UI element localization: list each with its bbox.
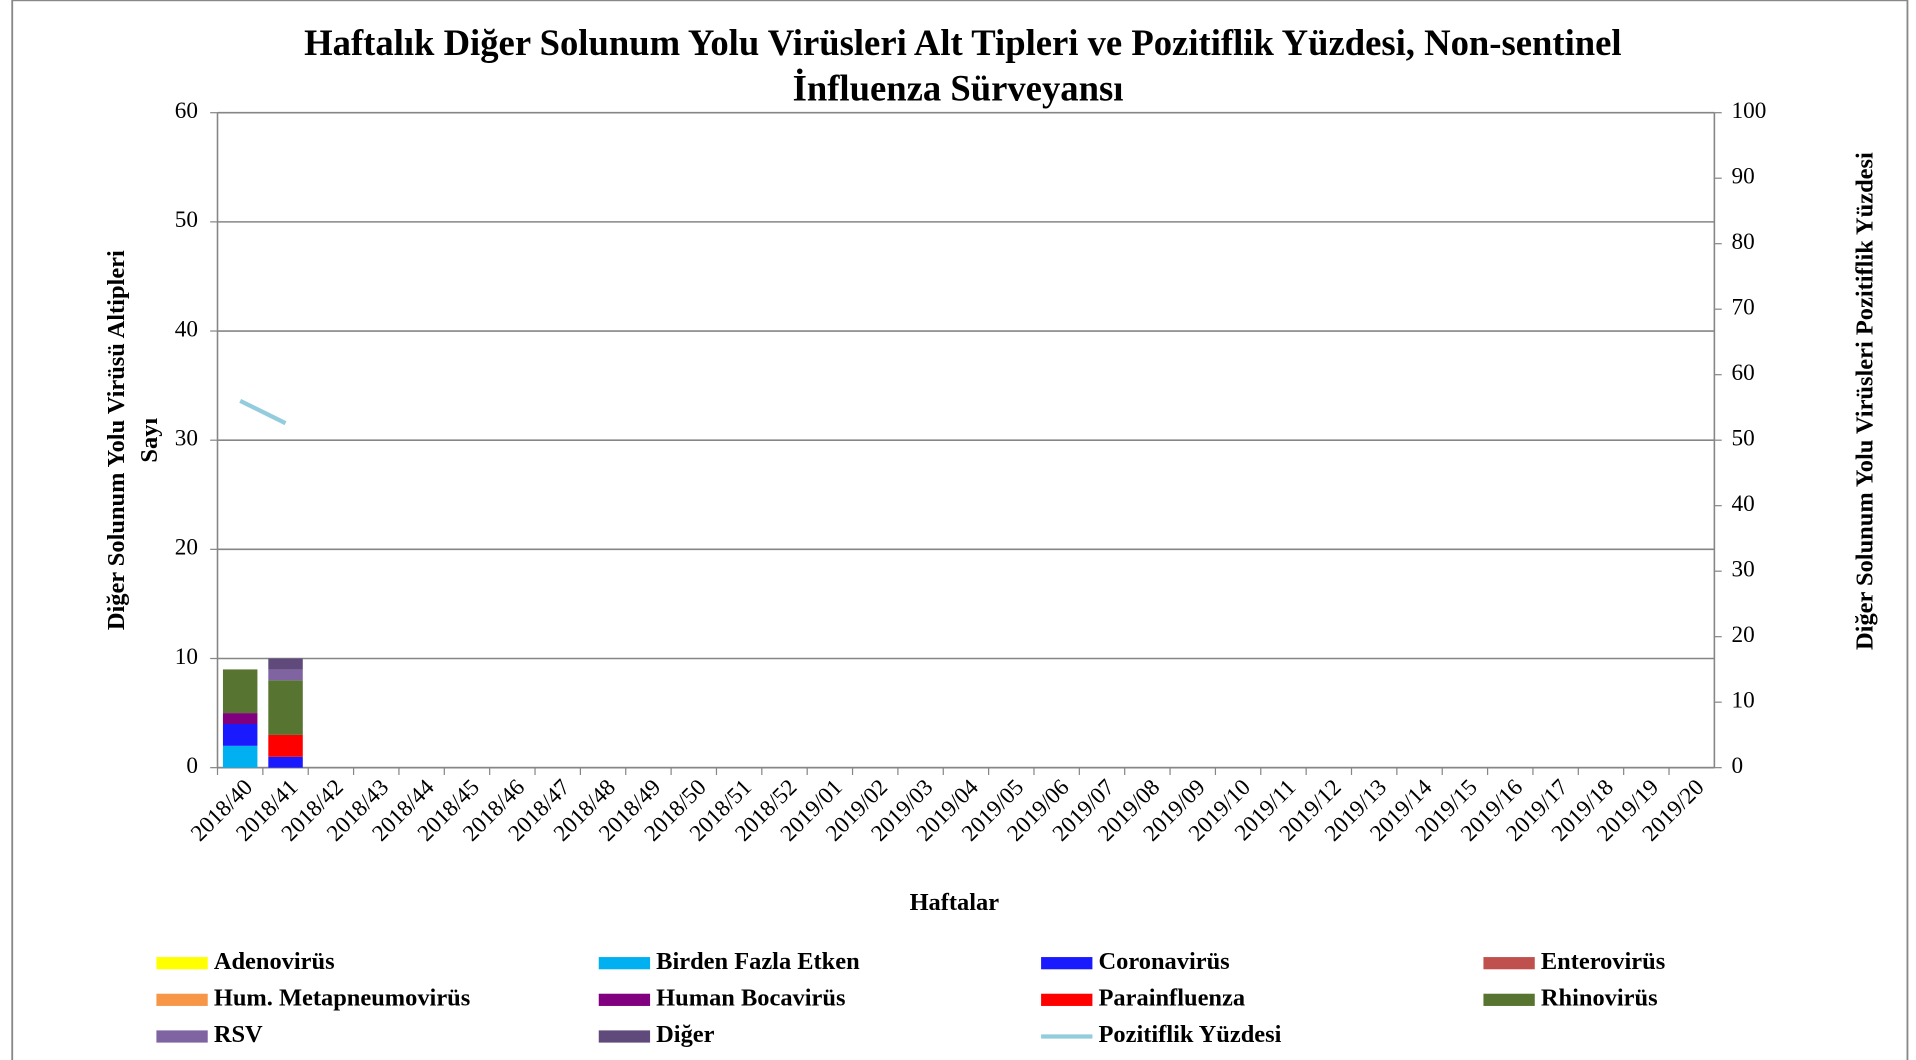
y2-tick-label: 10	[1731, 687, 1754, 713]
y2-tick-label: 40	[1731, 491, 1754, 517]
legend-swatch	[156, 993, 208, 1006]
bar-segment	[268, 756, 303, 768]
bar-segment	[268, 658, 303, 670]
bar-segment	[222, 724, 258, 746]
chart-title: Haftalık Diğer Solunum Yolu Virüsleri Al…	[304, 22, 1621, 63]
y-tick-label: 0	[186, 753, 198, 779]
y2-tick-label: 90	[1731, 164, 1754, 190]
legend-swatch	[598, 1030, 651, 1043]
legend-label: Coronavirüs	[1099, 948, 1230, 975]
y2-tick-label: 0	[1731, 753, 1743, 779]
legend-label: Human Bocavirüs	[656, 984, 845, 1011]
legend-label: Rhinovirüs	[1541, 984, 1658, 1011]
bar-segment	[222, 713, 258, 725]
legend-swatch	[1483, 957, 1535, 970]
y-tick-label: 50	[175, 207, 198, 233]
legend-swatch	[1041, 993, 1093, 1006]
y2-tick-label: 70	[1731, 295, 1754, 321]
y-tick-label: 20	[175, 535, 198, 561]
legend-swatch	[1483, 993, 1535, 1006]
y-tick-label: 40	[175, 316, 198, 342]
y2-tick-label: 60	[1731, 360, 1754, 386]
legend-swatch	[1041, 957, 1093, 970]
y2-tick-label: 20	[1731, 622, 1754, 648]
y2-axis-title: Diğer Solunum Yolu Virüsleri Pozitiflik …	[1852, 152, 1879, 650]
legend-label: RSV	[214, 1021, 263, 1048]
legend-label: Hum. Metapneumovirüs	[214, 984, 470, 1011]
bar-segment	[222, 745, 258, 768]
y-tick-label: 60	[175, 98, 198, 124]
legend-label: Diğer	[656, 1021, 714, 1048]
y2-tick-label: 100	[1731, 98, 1766, 124]
y2-tick-label: 50	[1731, 426, 1754, 452]
chart-frame	[11, 0, 1909, 1060]
legend-label: Birden Fazla Etken	[656, 948, 860, 975]
legend-swatch	[598, 957, 651, 970]
bar-segment	[268, 680, 303, 735]
line-series	[239, 398, 287, 426]
bar-segment	[268, 669, 303, 681]
y2-tick-label: 80	[1731, 229, 1754, 255]
legend-label: Enterovirüs	[1541, 948, 1665, 975]
y-axis-title: Sayı	[136, 418, 163, 463]
legend-swatch	[156, 957, 208, 970]
y-axis-title: Diğer Solunum Yolu Virüsü Altipleri	[103, 250, 130, 630]
legend-swatch	[156, 1030, 208, 1043]
y-tick-label: 30	[175, 426, 198, 452]
legend-label: Adenovirüs	[214, 948, 335, 975]
y2-tick-label: 30	[1731, 557, 1754, 583]
legend-label: Parainfluenza	[1099, 984, 1246, 1011]
bar-segment	[268, 734, 303, 757]
legend-label: Pozitiflik Yüzdesi	[1099, 1021, 1282, 1048]
chart-title: İnfluenza Sürveyansı	[793, 67, 1124, 108]
x-axis-title: Haftalar	[910, 889, 1000, 916]
bar-segment	[222, 669, 258, 714]
legend-swatch	[598, 993, 651, 1006]
y-tick-label: 10	[175, 644, 198, 670]
